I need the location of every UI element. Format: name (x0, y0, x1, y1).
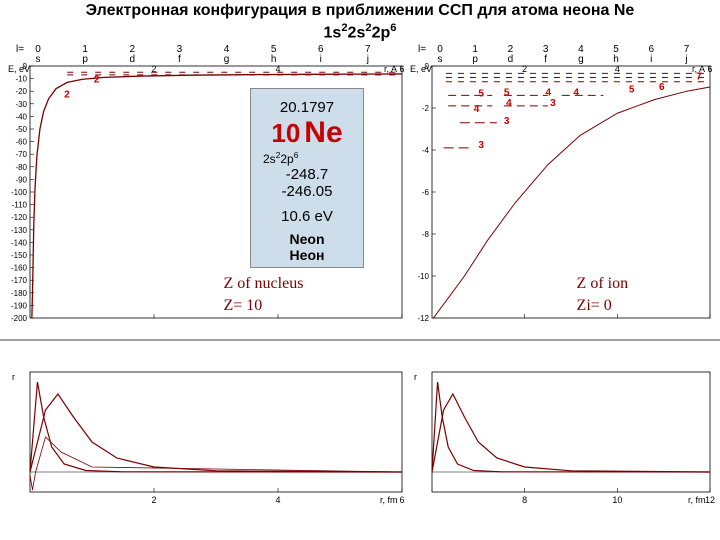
svg-text:d: d (508, 54, 514, 65)
page-title: Электронная конфигурация в приближении С… (0, 0, 720, 43)
element-z: 10 (271, 118, 300, 149)
svg-text:3: 3 (504, 116, 510, 127)
svg-text:-160: -160 (11, 264, 28, 273)
svg-text:s: s (438, 54, 443, 65)
svg-text:E, eV: E, eV (410, 64, 432, 74)
svg-text:-90: -90 (15, 175, 27, 184)
svg-text:-200: -200 (11, 314, 28, 323)
svg-text:-130: -130 (11, 226, 28, 235)
svg-text:2: 2 (94, 74, 100, 85)
svg-text:4: 4 (573, 87, 579, 98)
svg-text:j: j (366, 54, 369, 65)
svg-text:3: 3 (478, 140, 484, 151)
svg-text:5: 5 (504, 87, 510, 98)
svg-text:r: r (12, 372, 15, 382)
svg-text:7: 7 (696, 72, 702, 83)
svg-text:-8: -8 (422, 230, 430, 239)
svg-text:4: 4 (275, 495, 280, 505)
svg-text:l=: l= (16, 44, 24, 55)
svg-text:5: 5 (629, 84, 635, 95)
chart-area: 0s1p2d3f4g5h6i7jl=0-10-20-30-40-50-60-70… (0, 44, 720, 540)
svg-text:p: p (82, 54, 88, 65)
svg-text:r: r (414, 372, 417, 382)
svg-text:-10: -10 (417, 272, 429, 281)
svg-text:g: g (224, 54, 230, 65)
svg-text:2: 2 (151, 495, 156, 505)
svg-text:g: g (578, 54, 584, 65)
svg-text:-2: -2 (422, 104, 430, 113)
title-line1: Электронная конфигурация в приближении С… (0, 1, 720, 21)
svg-text:10: 10 (612, 495, 622, 505)
svg-text:-120: -120 (11, 213, 28, 222)
svg-text:4: 4 (506, 98, 512, 109)
svg-text:-30: -30 (15, 100, 27, 109)
svg-text:3: 3 (550, 98, 556, 109)
element-mass: 20.1797 (251, 89, 363, 116)
svg-text:-150: -150 (11, 251, 28, 260)
svg-text:Zi= 0: Zi= 0 (577, 297, 612, 314)
svg-text:-180: -180 (11, 289, 28, 298)
svg-text:-170: -170 (11, 276, 28, 285)
element-temp1: -248.7 (251, 166, 363, 183)
svg-text:Z of ion: Z of ion (577, 275, 629, 292)
title-line2: 1s22s22p6 (0, 21, 720, 43)
svg-text:-12: -12 (417, 314, 429, 323)
svg-text:4: 4 (546, 87, 552, 98)
element-name-ru: Неон (251, 247, 363, 263)
svg-text:d: d (129, 54, 135, 65)
svg-text:8: 8 (522, 495, 527, 505)
svg-text:Z of nucleus: Z of nucleus (223, 275, 303, 292)
svg-text:-100: -100 (11, 188, 28, 197)
element-symbol: Ne (304, 116, 342, 150)
svg-text:-60: -60 (15, 138, 27, 147)
svg-text:f: f (178, 54, 181, 65)
svg-text:s: s (36, 54, 41, 65)
element-info-box: 20.1797 10 Ne 2s22p6 -248.7 -246.05 10.6… (250, 88, 364, 268)
element-name-en: Neon (251, 225, 363, 247)
svg-text:5: 5 (478, 88, 484, 99)
svg-text:6: 6 (707, 64, 712, 74)
svg-text:6: 6 (659, 82, 665, 93)
svg-text:E, eV: E, eV (8, 64, 30, 74)
svg-text:r, fm: r, fm (380, 495, 398, 505)
svg-text:-6: -6 (422, 188, 430, 197)
svg-text:2: 2 (64, 90, 70, 101)
svg-text:p: p (472, 54, 478, 65)
svg-text:-110: -110 (12, 201, 28, 210)
svg-text:-50: -50 (15, 125, 27, 134)
svg-text:-140: -140 (11, 238, 28, 247)
svg-text:i: i (320, 54, 322, 65)
svg-text:r, fm: r, fm (688, 495, 706, 505)
svg-text:Z= 10: Z= 10 (223, 297, 262, 314)
svg-text:j: j (684, 54, 687, 65)
svg-text:-10: -10 (15, 75, 27, 84)
svg-text:-40: -40 (15, 112, 27, 121)
svg-text:-190: -190 (11, 301, 28, 310)
element-temp2: -246.05 (251, 183, 363, 200)
element-ionization: 10.6 eV (251, 200, 363, 225)
svg-text:i: i (650, 54, 652, 65)
svg-text:2: 2 (522, 64, 527, 74)
svg-text:-4: -4 (422, 146, 430, 155)
svg-text:4: 4 (474, 104, 480, 115)
svg-text:12: 12 (705, 495, 715, 505)
svg-text:f: f (544, 54, 547, 65)
element-config: 2s22p6 (251, 150, 363, 166)
svg-text:-80: -80 (15, 163, 27, 172)
svg-text:6: 6 (399, 495, 404, 505)
svg-text:4: 4 (615, 64, 620, 74)
svg-text:l=: l= (418, 44, 426, 55)
svg-text:6: 6 (399, 64, 404, 74)
svg-text:-70: -70 (15, 150, 27, 159)
svg-text:-20: -20 (15, 87, 27, 96)
